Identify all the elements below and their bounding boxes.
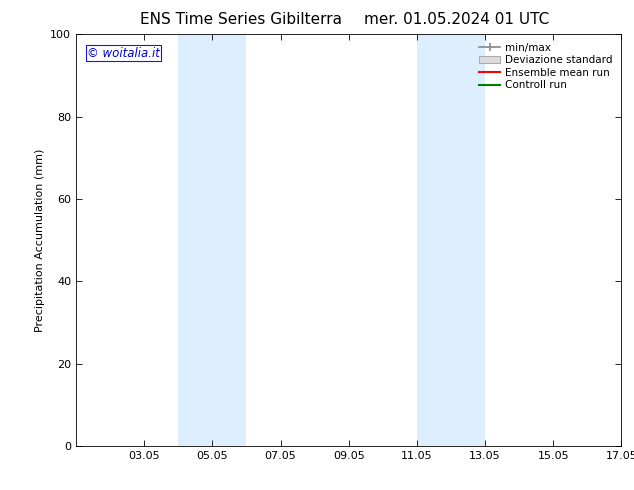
Legend: min/max, Deviazione standard, Ensemble mean run, Controll run: min/max, Deviazione standard, Ensemble m…	[476, 40, 616, 94]
Bar	[178, 34, 247, 446]
Y-axis label: Precipitation Accumulation (mm): Precipitation Accumulation (mm)	[35, 148, 44, 332]
Text: ENS Time Series Gibilterra: ENS Time Series Gibilterra	[140, 12, 342, 27]
Bar	[417, 34, 485, 446]
Text: mer. 01.05.2024 01 UTC: mer. 01.05.2024 01 UTC	[364, 12, 549, 27]
Text: © woitalia.it: © woitalia.it	[87, 47, 160, 60]
